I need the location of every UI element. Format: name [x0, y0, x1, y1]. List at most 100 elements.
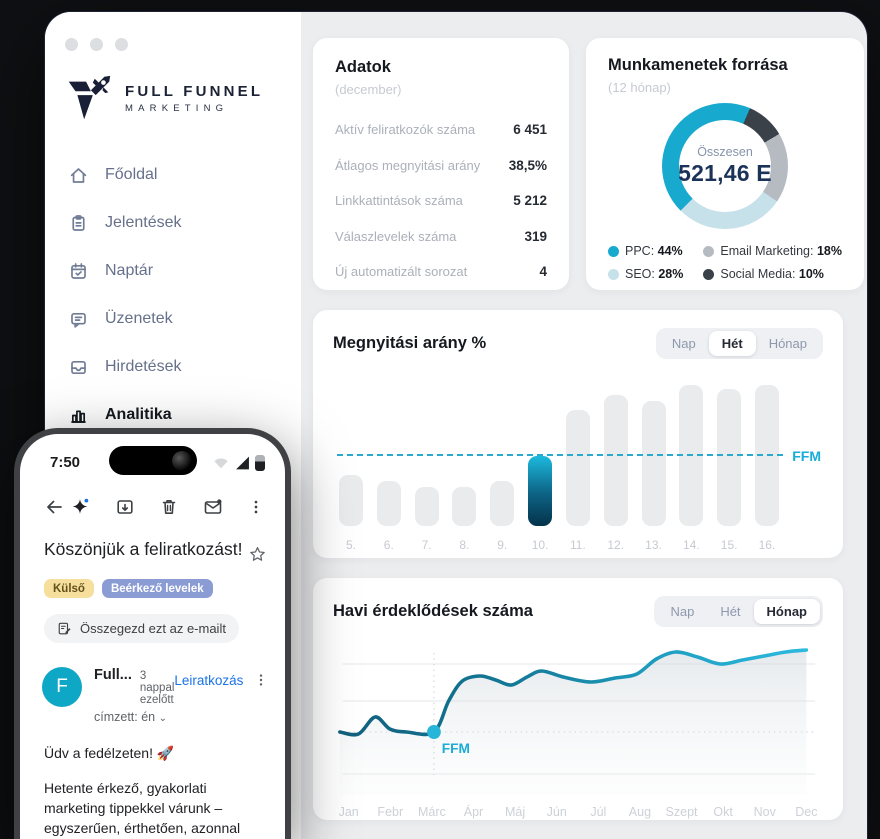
bar-chart: FFM — [337, 385, 821, 526]
delete-icon[interactable] — [159, 497, 179, 517]
sidebar-item-főoldal[interactable]: Főoldal — [45, 151, 301, 199]
bar — [641, 400, 666, 526]
back-icon[interactable] — [44, 497, 64, 517]
wifi-icon — [214, 458, 228, 469]
bar — [565, 410, 590, 526]
email-subject-row: Köszönjük a feliratkozást! — [20, 517, 285, 569]
sidebar-item-label: Naptár — [105, 262, 154, 279]
leads-tab-hónap[interactable]: Hónap — [753, 599, 820, 624]
phone-mockup: 7:50 — [14, 428, 291, 839]
stats-card: Adatok (december) Aktív feliratkozók szá… — [313, 38, 569, 290]
open-rate-card-title: Megnyitási arány % — [333, 334, 487, 352]
bar — [452, 486, 477, 526]
brand-title: FULL FUNNEL — [125, 82, 264, 100]
star-icon[interactable] — [248, 539, 267, 569]
email-paragraph: Hetente érkező, gyakorlati marketing tip… — [44, 779, 241, 836]
sessions-card: Munkamenetek forrása (12 hónap) Összesen… — [586, 38, 864, 290]
line-x-label: Júl — [590, 805, 607, 819]
bar-x-label: 7. — [421, 538, 432, 552]
line-x-label: Jún — [546, 805, 567, 819]
annotation-label: FFM — [442, 740, 470, 756]
bar-x-label: 13. — [645, 538, 662, 552]
line-x-label: Dec — [795, 805, 818, 819]
sidebar-item-analitika[interactable]: Analitika — [45, 391, 301, 439]
line-x-label: Márc — [418, 805, 446, 819]
bar-x-label: 9. — [497, 538, 508, 552]
email-subject: Köszönjük a feliratkozást! — [44, 539, 243, 559]
bar — [603, 394, 628, 526]
recipient-row[interactable]: címzett: én ⌄ — [94, 710, 174, 724]
archive-icon[interactable] — [115, 497, 135, 517]
leads-tab-hét[interactable]: Hét — [720, 604, 741, 619]
line-x-label: Szept — [665, 805, 698, 819]
bar — [414, 486, 439, 526]
bar-x-label: 10. — [531, 538, 549, 552]
calendar-icon — [67, 260, 89, 282]
dynamic-island — [108, 446, 197, 475]
leads-card-head: Havi érdeklődések száma Nap Hét Hónap — [333, 596, 823, 627]
window-control-dot[interactable] — [115, 38, 128, 51]
line-x-label: Febr — [377, 805, 404, 819]
email-label-chip[interactable]: Beérkező levelek — [101, 579, 213, 598]
bar-x-label: 6. — [383, 538, 394, 552]
legend-label: SEO: 28% — [625, 267, 684, 281]
bar-x-label: 5. — [345, 538, 356, 552]
stat-label: Válaszlevelek száma — [335, 228, 457, 244]
email-label-chip[interactable]: Külső — [44, 579, 94, 598]
summarize-email-button[interactable]: Összegezd ezt az e-mailt — [44, 614, 239, 643]
stat-row: Aktív feliratkozók száma 6 451 — [335, 122, 547, 137]
battery-icon — [255, 455, 265, 471]
stat-row: Válaszlevelek száma 319 — [335, 229, 547, 244]
line-series — [338, 648, 809, 737]
more-vertical-icon[interactable] — [253, 671, 269, 689]
sidebar-item-hirdetések[interactable]: Hirdetések — [45, 343, 301, 391]
sidebar-item-label: Üzenetek — [105, 310, 173, 327]
messages-icon — [67, 308, 89, 330]
legend-dot — [608, 268, 619, 280]
leads-card: Havi érdeklődések száma Nap Hét Hónap — [313, 578, 843, 820]
stat-row: Átlagos megnyitási arány 38,5% — [335, 158, 547, 173]
window-control-dot[interactable] — [65, 38, 78, 51]
stat-value: 319 — [524, 228, 547, 244]
legend-dot — [608, 245, 619, 257]
bar — [376, 480, 401, 526]
report-icon — [67, 212, 89, 234]
sessions-card-subtitle: (12 hónap) — [608, 80, 671, 95]
window-control-dot[interactable] — [90, 38, 103, 51]
line-chart: FFM Jan Febr Márc Ápr Máj Jún Júl Aug Szept Okt No… — [333, 639, 823, 823]
unsubscribe-link[interactable]: Leiratkozás — [174, 672, 244, 688]
bar-x-label: 16. — [758, 538, 776, 552]
top-cards-row: Adatok (december) Aktív feliratkozók szá… — [313, 38, 864, 290]
mark-unread-icon[interactable] — [203, 497, 223, 517]
sidebar-item-naptár[interactable]: Naptár — [45, 247, 301, 295]
open-rate-tab-hónap[interactable]: Hónap — [768, 336, 807, 351]
bar-x-label: 14. — [682, 538, 700, 552]
open-rate-card-head: Megnyitási arány % Nap Hét Hónap — [333, 328, 823, 359]
legend-item: Email Marketing: 18% — [703, 244, 842, 258]
reference-line-label: FFM — [792, 447, 821, 464]
line-x-label: Máj — [505, 805, 526, 819]
sidebar-item-label: Jelentések — [105, 214, 182, 231]
line-x-label: Ápr — [463, 805, 484, 819]
legend-dot — [703, 268, 715, 280]
bar — [717, 389, 742, 526]
full-funnel-logo-icon — [68, 75, 111, 120]
email-time: 3 nappal ezelőtt — [139, 670, 175, 706]
bar-x-label: 8. — [459, 538, 470, 552]
gemini-sparkle-icon[interactable] — [70, 496, 91, 517]
sender-meta: Full... 3 nappal ezelőtt címzett: én ⌄ — [94, 667, 174, 724]
leads-tab-nap[interactable]: Nap — [670, 604, 695, 619]
open-rate-tab-hét[interactable]: Hét — [708, 331, 756, 356]
toolbar-actions — [70, 496, 265, 517]
legend-label: Email Marketing: 18% — [720, 244, 842, 258]
stat-label: Aktív feliratkozók száma — [335, 122, 476, 137]
sender-avatar[interactable]: F — [42, 667, 82, 707]
sidebar-item-jelentések[interactable]: Jelentések — [45, 199, 301, 247]
open-rate-tab-nap[interactable]: Nap — [671, 336, 696, 351]
open-rate-card: Megnyitási arány % Nap Hét Hónap FFM 5. 6. 7… — [313, 310, 843, 558]
sidebar-item-üzenetek[interactable]: Üzenetek — [45, 295, 301, 343]
legend-item: SEO: 28% — [608, 267, 683, 281]
stat-value: 4 — [539, 264, 547, 279]
email-body: Üdv a fedélzeten! 🚀 Hetente érkező, gyako… — [20, 724, 285, 839]
more-vertical-icon[interactable] — [247, 497, 265, 517]
